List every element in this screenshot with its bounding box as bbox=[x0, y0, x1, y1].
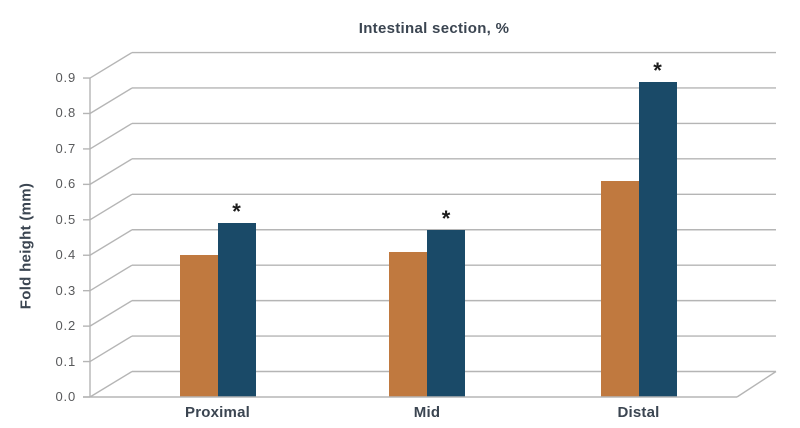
gridline-diagonal-0.2 bbox=[89, 300, 133, 327]
bar-mid-orange-bars bbox=[389, 251, 427, 397]
floor-right-diagonal bbox=[736, 370, 777, 398]
gridline-diagonal-0.6 bbox=[89, 158, 133, 185]
bar-mid-navy-bars bbox=[427, 230, 465, 397]
xtick-label-distal: Distal bbox=[617, 404, 660, 421]
ytick-label-0.2: 0.2 bbox=[55, 318, 76, 334]
ytick-label-0.8: 0.8 bbox=[55, 105, 76, 121]
bar-distal-orange-bars bbox=[600, 180, 639, 397]
bar-proximal-orange-bars bbox=[179, 255, 218, 397]
ytick-label-0.1: 0.1 bbox=[55, 353, 76, 369]
gridline-diagonal-0.5 bbox=[89, 193, 133, 221]
xtick-label-mid: Mid bbox=[413, 404, 441, 421]
bar-proximal-navy-bars bbox=[217, 223, 256, 397]
ytick-label-0.7: 0.7 bbox=[55, 140, 76, 156]
significance-marker-distal: * bbox=[653, 57, 662, 83]
significance-marker-proximal: * bbox=[232, 199, 241, 225]
ytick-label-0.0: 0.0 bbox=[55, 389, 76, 404]
chart-title: Intestinal section, % bbox=[358, 20, 510, 37]
ytick-label-0.5: 0.5 bbox=[55, 211, 76, 227]
xtick-label-proximal: Proximal bbox=[185, 404, 250, 421]
gridline-diagonal-0.1 bbox=[89, 335, 133, 363]
significance-marker-mid: * bbox=[441, 206, 451, 232]
bar-distal-navy-bars bbox=[638, 81, 677, 397]
gridline-diagonal-0.8 bbox=[89, 87, 133, 115]
gridline-diagonal-0.7 bbox=[89, 122, 133, 150]
gridline-diagonal-0.9 bbox=[89, 51, 133, 79]
gridline-diagonal-0.3 bbox=[89, 264, 133, 292]
gridline-diagonal-0.4 bbox=[89, 229, 133, 256]
ytick-label-0.6: 0.6 bbox=[55, 176, 76, 192]
ytick-label-0.9: 0.9 bbox=[55, 70, 76, 86]
gridline-diagonal-0.0 bbox=[89, 370, 133, 398]
ytick-label-0.3: 0.3 bbox=[55, 282, 76, 298]
ytick-label-0.4: 0.4 bbox=[55, 247, 76, 263]
